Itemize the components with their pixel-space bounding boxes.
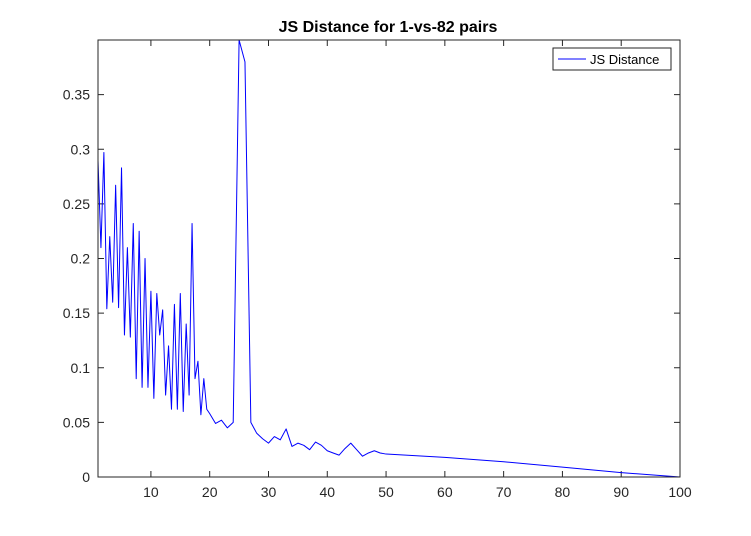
legend: JS Distance	[552, 47, 672, 71]
x-tick-label: 100	[668, 484, 692, 500]
x-tick-label: 40	[319, 484, 335, 500]
y-tick-label: 0.15	[63, 305, 90, 321]
plot-area	[98, 40, 680, 477]
x-tick-label: 50	[378, 484, 394, 500]
legend-box	[552, 47, 672, 71]
x-tick-label: 20	[202, 484, 218, 500]
x-tick-label: 10	[143, 484, 159, 500]
y-tick-label: 0.3	[71, 141, 91, 157]
chart-title: JS Distance for 1-vs-82 pairs	[279, 19, 498, 36]
y-tick-label: 0.2	[71, 251, 91, 267]
y-tick-label: 0.25	[63, 196, 90, 212]
x-tick-label: 70	[496, 484, 512, 500]
plot-frame	[97, 39, 681, 478]
y-tick-label: 0.1	[71, 360, 91, 376]
axis-ticks: 10 20 30 40 50 60 70 80 90 100 0 0.05 0.1 0.15 0.2 0.25…	[63, 40, 692, 500]
legend-label: JS Distance	[590, 52, 659, 67]
x-tick-label: 90	[613, 484, 629, 500]
series-layer	[97, 39, 681, 478]
series-line-js-distance	[97, 39, 681, 478]
y-tick-label: 0.35	[63, 87, 90, 103]
x-tick-label: 30	[261, 484, 277, 500]
y-tick-label: 0	[82, 469, 90, 485]
y-tick-label: 0.05	[63, 414, 90, 430]
x-tick-label: 80	[555, 484, 571, 500]
x-tick-label: 60	[437, 484, 453, 500]
